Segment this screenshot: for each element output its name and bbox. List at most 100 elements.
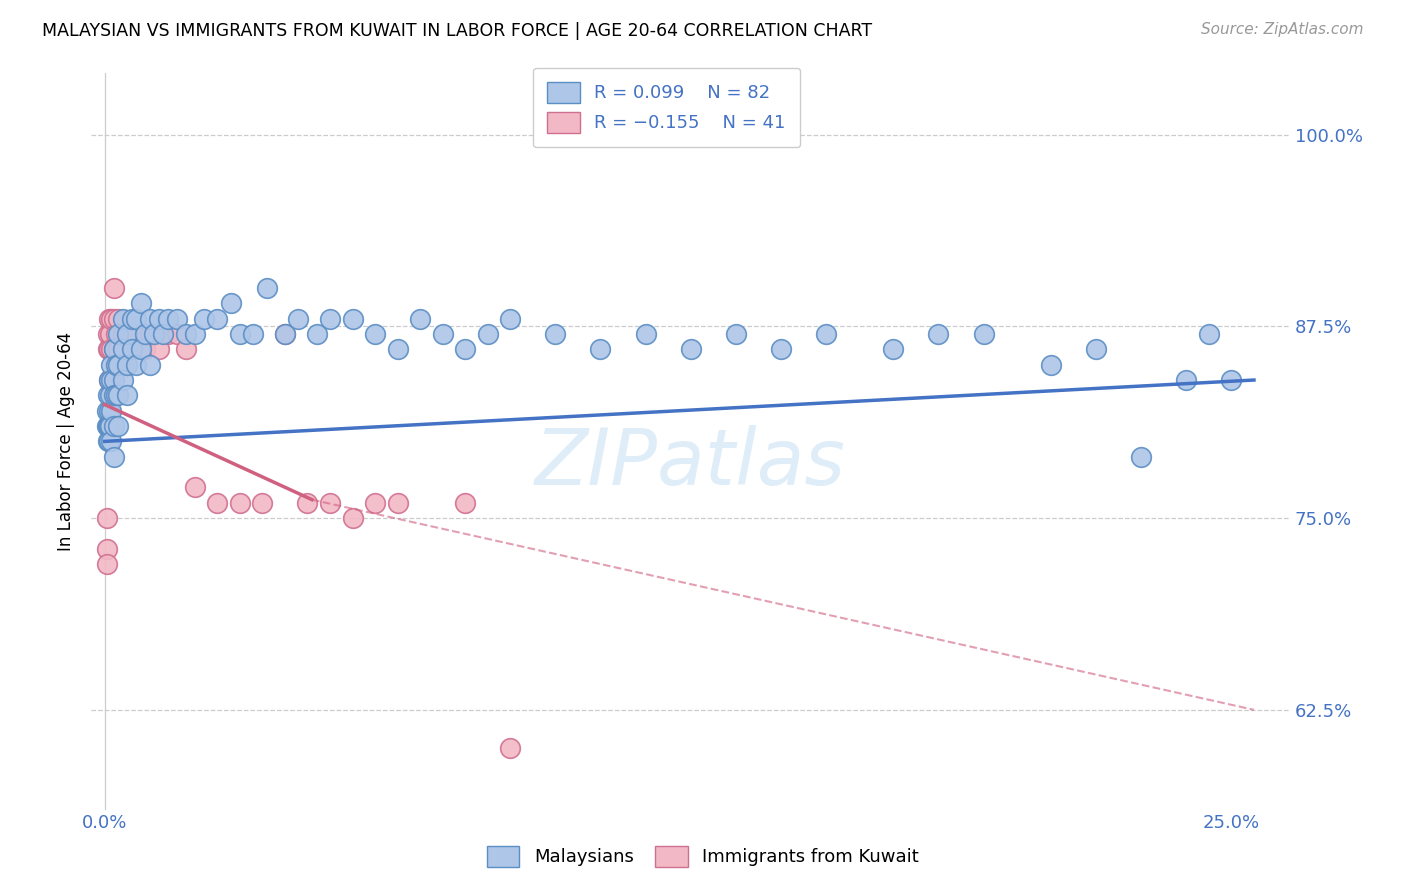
Point: [193, 311, 215, 326]
Point: [973, 326, 995, 341]
Point: [1198, 326, 1220, 341]
Point: [107, 388, 129, 402]
Point: [305, 326, 328, 341]
Point: [125, 358, 148, 372]
Point: [103, 343, 125, 357]
Point: [152, 326, 174, 341]
Point: [387, 496, 409, 510]
Point: [97, 419, 120, 434]
Point: [121, 343, 143, 357]
Point: [98, 311, 121, 326]
Point: [125, 311, 148, 326]
Point: [229, 496, 252, 510]
Point: [432, 326, 454, 341]
Point: [103, 281, 125, 295]
Point: [97, 434, 120, 449]
Point: [129, 296, 152, 310]
Text: MALAYSIAN VS IMMIGRANTS FROM KUWAIT IN LABOR FORCE | AGE 20-64 CORRELATION CHART: MALAYSIAN VS IMMIGRANTS FROM KUWAIT IN L…: [42, 22, 872, 40]
Point: [242, 326, 264, 341]
Point: [156, 311, 179, 326]
Point: [256, 281, 278, 295]
Text: Source: ZipAtlas.com: Source: ZipAtlas.com: [1201, 22, 1364, 37]
Point: [364, 496, 387, 510]
Legend: R = 0.099    N = 82, R = −0.155    N = 41: R = 0.099 N = 82, R = −0.155 N = 41: [533, 68, 800, 147]
Point: [274, 326, 297, 341]
Point: [98, 388, 121, 402]
Point: [100, 358, 122, 372]
Point: [100, 434, 122, 449]
Point: [364, 326, 387, 341]
Point: [1220, 373, 1243, 387]
Point: [115, 326, 138, 341]
Point: [166, 326, 188, 341]
Point: [409, 311, 432, 326]
Point: [129, 343, 152, 357]
Point: [148, 311, 170, 326]
Point: [98, 373, 121, 387]
Point: [454, 343, 477, 357]
Point: [107, 311, 129, 326]
Point: [107, 358, 129, 372]
Point: [287, 311, 309, 326]
Point: [1085, 343, 1108, 357]
Point: [589, 343, 612, 357]
Point: [148, 343, 170, 357]
Point: [274, 326, 297, 341]
Text: ZIPatlas: ZIPatlas: [536, 425, 846, 501]
Point: [387, 343, 409, 357]
Point: [96, 557, 118, 571]
Point: [252, 496, 274, 510]
Point: [454, 496, 477, 510]
Point: [104, 358, 127, 372]
Point: [104, 326, 127, 341]
Y-axis label: In Labor Force | Age 20-64: In Labor Force | Age 20-64: [58, 332, 75, 551]
Point: [184, 480, 207, 494]
Point: [139, 326, 162, 341]
Point: [103, 450, 125, 464]
Point: [97, 388, 120, 402]
Point: [96, 511, 118, 525]
Point: [207, 496, 229, 510]
Point: [477, 326, 499, 341]
Point: [342, 511, 364, 525]
Point: [111, 373, 134, 387]
Point: [882, 343, 904, 357]
Point: [98, 434, 121, 449]
Point: [103, 343, 125, 357]
Point: [129, 343, 152, 357]
Point: [97, 326, 120, 341]
Point: [96, 419, 118, 434]
Point: [229, 326, 252, 341]
Point: [100, 403, 122, 417]
Point: [103, 419, 125, 434]
Point: [107, 326, 129, 341]
Point: [115, 388, 138, 402]
Point: [166, 311, 188, 326]
Point: [125, 326, 148, 341]
Point: [319, 496, 342, 510]
Point: [724, 326, 747, 341]
Legend: Malaysians, Immigrants from Kuwait: Malaysians, Immigrants from Kuwait: [478, 837, 928, 876]
Point: [100, 373, 122, 387]
Point: [111, 343, 134, 357]
Point: [769, 343, 792, 357]
Point: [107, 343, 129, 357]
Point: [98, 419, 121, 434]
Point: [98, 326, 121, 341]
Point: [115, 358, 138, 372]
Point: [342, 311, 364, 326]
Point: [103, 388, 125, 402]
Point: [499, 311, 522, 326]
Point: [121, 311, 143, 326]
Point: [1175, 373, 1198, 387]
Point: [103, 373, 125, 387]
Point: [156, 326, 179, 341]
Point: [111, 311, 134, 326]
Point: [207, 311, 229, 326]
Point: [219, 296, 242, 310]
Point: [98, 343, 121, 357]
Point: [104, 388, 127, 402]
Point: [544, 326, 567, 341]
Point: [139, 358, 162, 372]
Point: [319, 311, 342, 326]
